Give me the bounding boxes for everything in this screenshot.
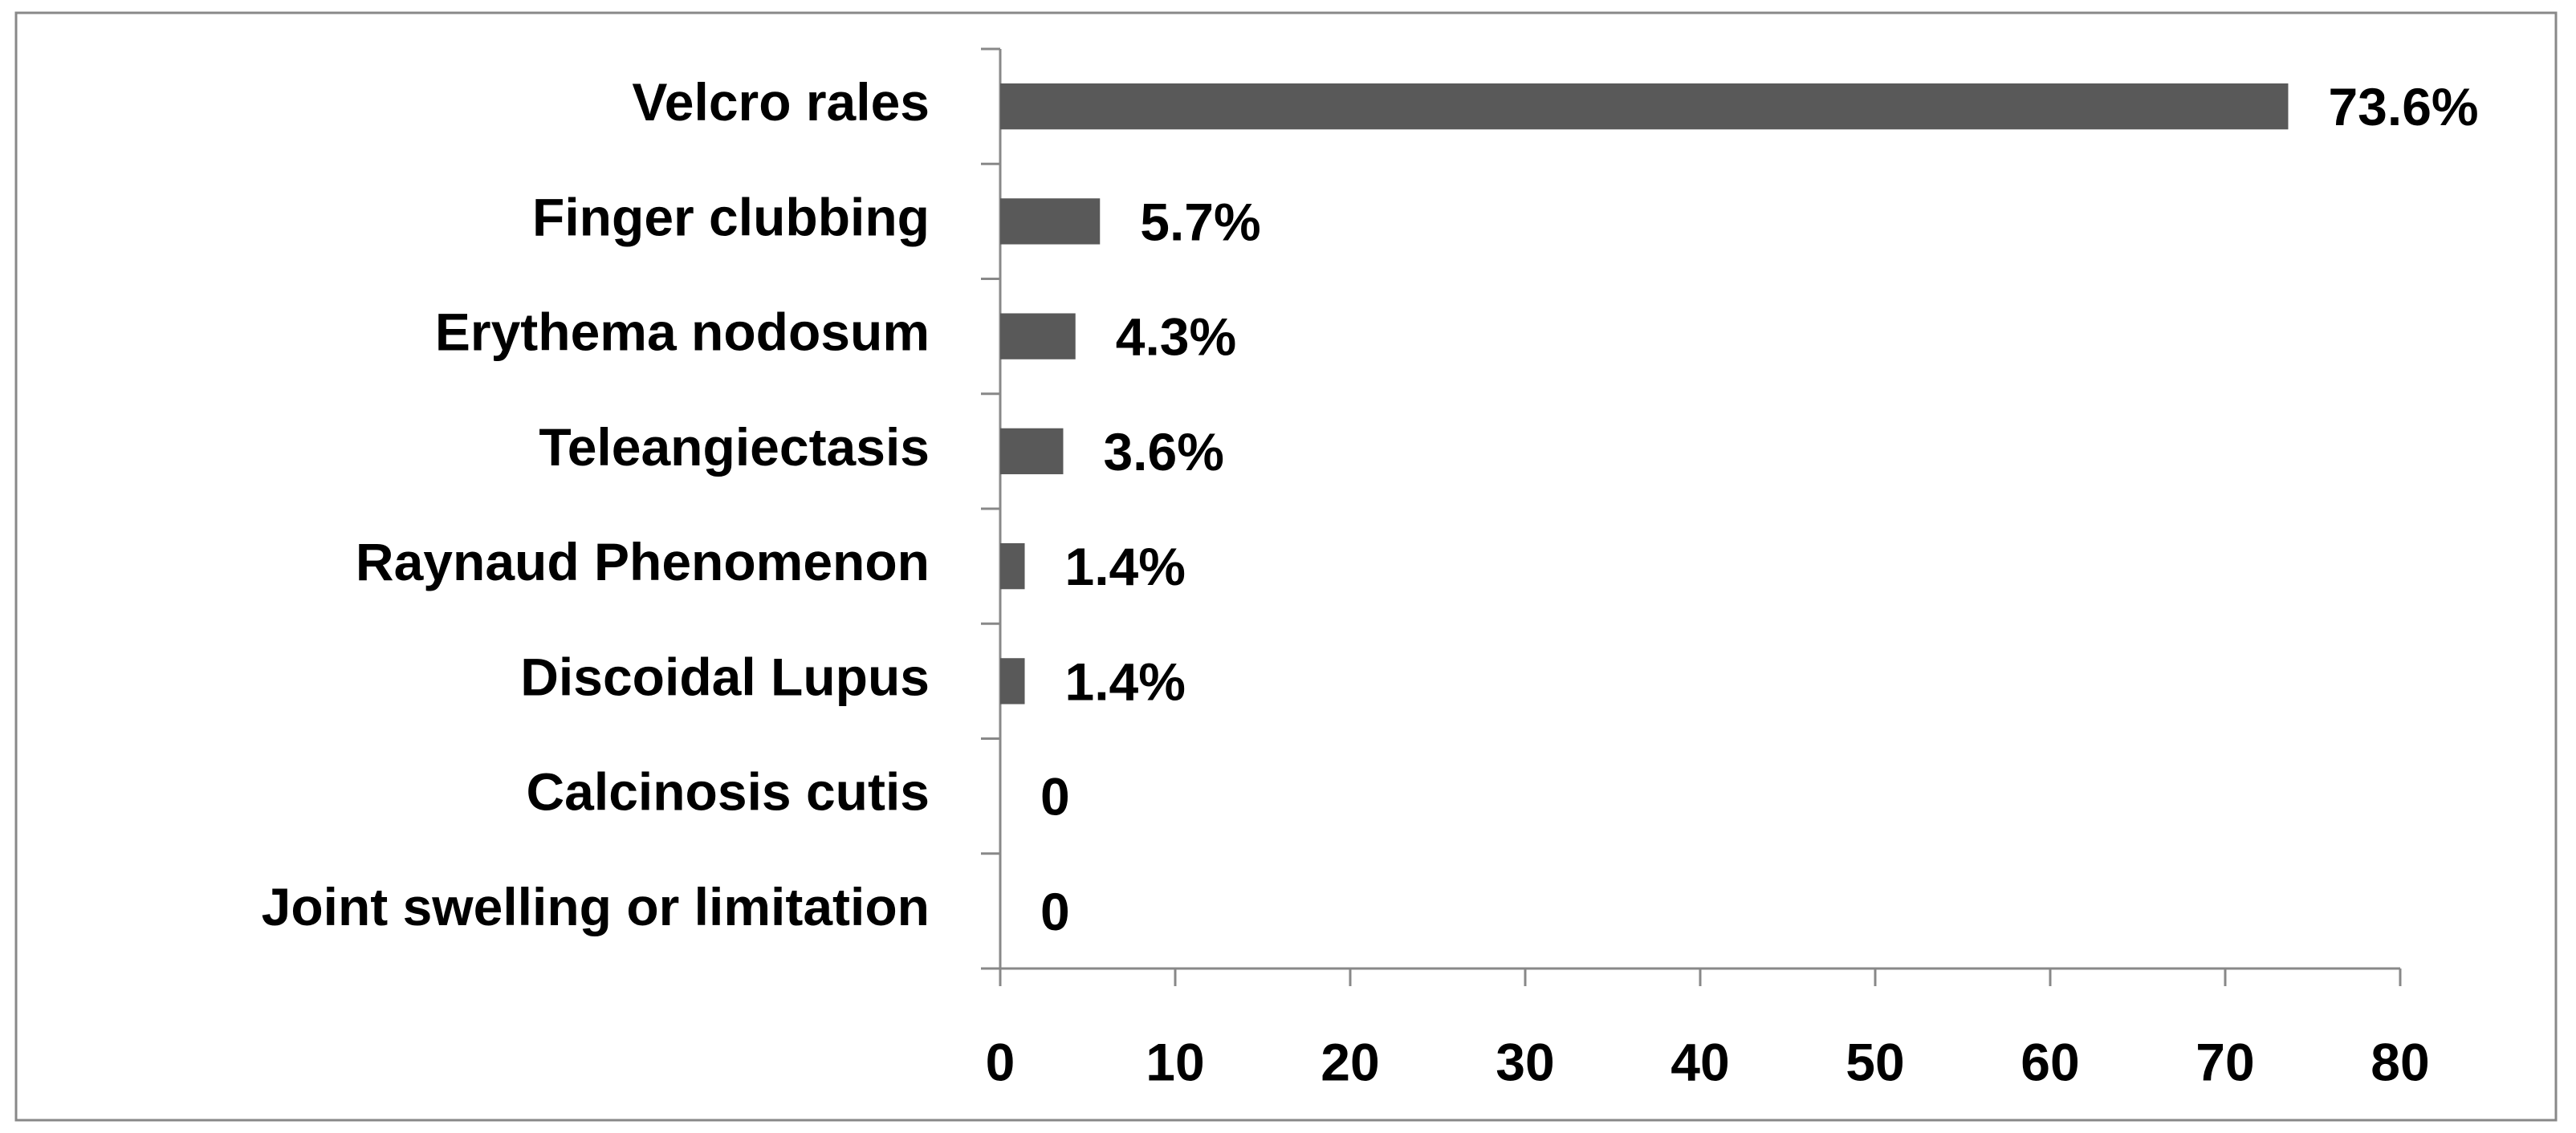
- value-label: 3.6%: [1103, 422, 1223, 481]
- value-label: 1.4%: [1065, 652, 1186, 711]
- x-tick-label: 60: [2021, 1032, 2079, 1091]
- category-label: Calcinosis cutis: [526, 762, 930, 822]
- value-label: 0: [1040, 882, 1070, 941]
- x-tick-label: 80: [2370, 1032, 2429, 1091]
- bar: [1000, 428, 1064, 475]
- chart-border: [14, 11, 2558, 1122]
- value-label: 1.4%: [1065, 537, 1186, 596]
- value-label: 0: [1040, 767, 1070, 826]
- bar: [1000, 313, 1076, 359]
- x-tick-label: 10: [1146, 1032, 1204, 1091]
- category-label: Velcro rales: [632, 72, 930, 132]
- x-tick-label: 0: [986, 1032, 1015, 1091]
- category-label: Teleangiectasis: [539, 417, 930, 477]
- bar: [1000, 83, 2289, 130]
- x-tick-label: 40: [1671, 1032, 1729, 1091]
- category-label: Finger clubbing: [532, 187, 930, 246]
- category-label: Discoidal Lupus: [520, 647, 930, 706]
- value-label: 4.3%: [1116, 307, 1236, 367]
- category-label: Raynaud Phenomenon: [356, 532, 930, 591]
- x-tick-label: 50: [1846, 1032, 1904, 1091]
- category-label: Erythema nodosum: [435, 303, 930, 362]
- x-tick-label: 30: [1496, 1032, 1554, 1091]
- bar: [1000, 658, 1025, 705]
- bar: [1000, 198, 1101, 245]
- bar: [1000, 542, 1025, 590]
- value-label: 5.7%: [1140, 192, 1260, 251]
- value-label: 73.6%: [2328, 77, 2478, 136]
- x-tick-label: 70: [2196, 1032, 2254, 1091]
- x-tick-label: 20: [1321, 1032, 1379, 1091]
- category-label: Joint swelling or limitation: [262, 877, 930, 936]
